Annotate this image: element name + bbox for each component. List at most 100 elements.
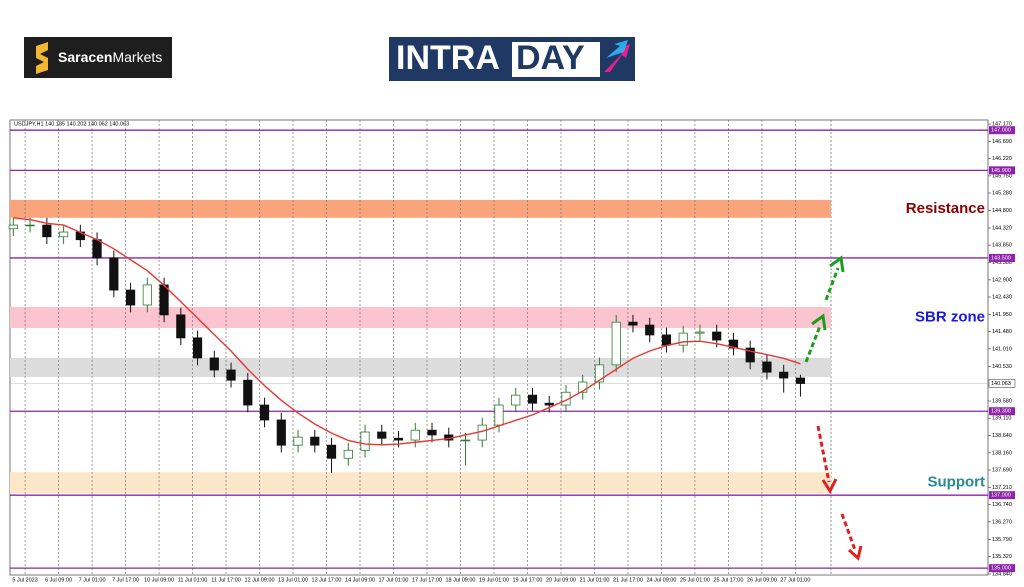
candle-body [125, 289, 136, 306]
y-tick-label: 143.380 [992, 260, 1012, 266]
current-price-label: 140.063 [991, 381, 1011, 387]
y-tick-label: 136.270 [992, 519, 1012, 525]
y-tick-label: 144.800 [992, 208, 1012, 214]
y-tick-label: 139.110 [992, 416, 1011, 422]
candle-body [142, 284, 152, 306]
x-tick-label: 27 Jul 01:00 [780, 577, 810, 583]
x-tick-label: 11 Jul 01:00 [178, 577, 208, 583]
y-tick-label: 140.530 [992, 364, 1012, 370]
y-tick-label: 141.480 [992, 329, 1012, 335]
candle-body [527, 394, 538, 404]
arrow [816, 425, 831, 483]
candle-body [393, 437, 404, 441]
candle-body [511, 394, 521, 406]
x-tick-label: 20 Jul 09:00 [546, 577, 576, 583]
y-tick-label: 138.640 [992, 433, 1012, 439]
brand-rest: Markets [112, 49, 162, 65]
arrow [824, 267, 840, 301]
candle-body [544, 402, 554, 406]
candle-body [176, 314, 186, 339]
candle-body [226, 369, 236, 381]
zone [10, 472, 831, 494]
x-tick-label: 17 Jul 17:00 [412, 577, 442, 583]
brand-box [24, 37, 172, 78]
arrow-head [848, 545, 863, 561]
candle-body [92, 239, 102, 259]
level-label-box [989, 491, 1015, 500]
y-tick-label: 141.010 [992, 346, 1012, 352]
zone [10, 357, 831, 377]
y-tick-label: 146.220 [992, 156, 1012, 162]
candle-body [310, 436, 320, 446]
y-tick-label: 142.430 [992, 294, 1012, 300]
arrow [840, 513, 857, 551]
y-tick-label: 142.900 [992, 277, 1012, 283]
x-tick-label: 17 Jul 01:00 [379, 577, 409, 583]
banner-left: INTRA [396, 39, 500, 77]
level-label: 139.300 [991, 409, 1011, 415]
x-tick-label: 13 Jul 17:00 [312, 577, 342, 583]
banner-box [512, 42, 600, 77]
candle-body [661, 334, 672, 346]
brand-icon [36, 42, 48, 74]
candle-body [109, 257, 119, 291]
candle-body [628, 321, 638, 326]
zone-label: Resistance [906, 200, 985, 217]
x-tick-label: 24 Jul 09:00 [646, 577, 676, 583]
candle-body [276, 419, 286, 446]
current-price-box [988, 379, 1016, 388]
y-tick-label: 135.790 [992, 537, 1012, 543]
y-tick-label: 136.740 [992, 502, 1012, 508]
x-tick-label: 5 Jul 2023 [12, 577, 37, 583]
candle-body [360, 431, 370, 451]
y-tick-label: 145.750 [992, 173, 1012, 179]
x-tick-label: 11 Jul 17:00 [211, 577, 241, 583]
arrow-head [811, 313, 827, 331]
x-tick-label: 21 Jul 01:00 [579, 577, 609, 583]
brand-bold: Saracen [58, 49, 112, 65]
candle-body [259, 404, 270, 421]
y-tick-label: 139.580 [992, 398, 1012, 404]
level-label: 143.500 [991, 255, 1011, 261]
candle-body [795, 377, 806, 384]
candle-body [779, 371, 789, 379]
banner-arrow [606, 40, 628, 58]
zone [10, 306, 831, 329]
x-tick-label: 26 Jul 09:00 [747, 577, 777, 583]
zone [10, 199, 831, 218]
level-label-box [989, 166, 1015, 175]
candle-body [192, 337, 203, 359]
candle-body [728, 339, 739, 349]
x-tick-label: 25 Jul 17:00 [713, 577, 743, 583]
candle-body [42, 224, 52, 238]
level-label-box [989, 407, 1015, 416]
y-tick-label: 135.320 [992, 554, 1012, 560]
level-label: 145.900 [991, 168, 1011, 174]
candle-body [8, 224, 18, 230]
arrows [804, 255, 863, 561]
y-tick-label: 134.840 [992, 571, 1012, 577]
candle-body [377, 431, 387, 439]
zone-label: Support [928, 474, 986, 491]
level-label-box [989, 253, 1015, 262]
zone-label: SBR zone [915, 308, 985, 325]
x-tick-label: 18 Jul 09:00 [445, 577, 475, 583]
x-tick-label: 7 Jul 01:00 [79, 577, 106, 583]
candle-body [159, 284, 169, 316]
y-tick-label: 147.170 [992, 121, 1012, 127]
y-tick-label: 144.320 [992, 225, 1012, 231]
y-tick-label: 137.690 [992, 467, 1012, 473]
x-tick-label: 19 Jul 17:00 [512, 577, 542, 583]
banner-right: DAY [516, 39, 585, 77]
chart-frame [9, 119, 989, 576]
level-label: 137.000 [991, 493, 1011, 499]
candle-body [645, 324, 655, 336]
x-tick-label: 13 Jul 01:00 [278, 577, 308, 583]
candle-body [762, 361, 772, 373]
arrow-head [821, 478, 838, 495]
x-tick-label: 14 Jul 09:00 [345, 577, 375, 583]
candle-body [209, 357, 219, 371]
level-label-box [989, 126, 1015, 135]
candle-body [611, 321, 621, 366]
y-tick-label: 138.160 [992, 450, 1012, 456]
